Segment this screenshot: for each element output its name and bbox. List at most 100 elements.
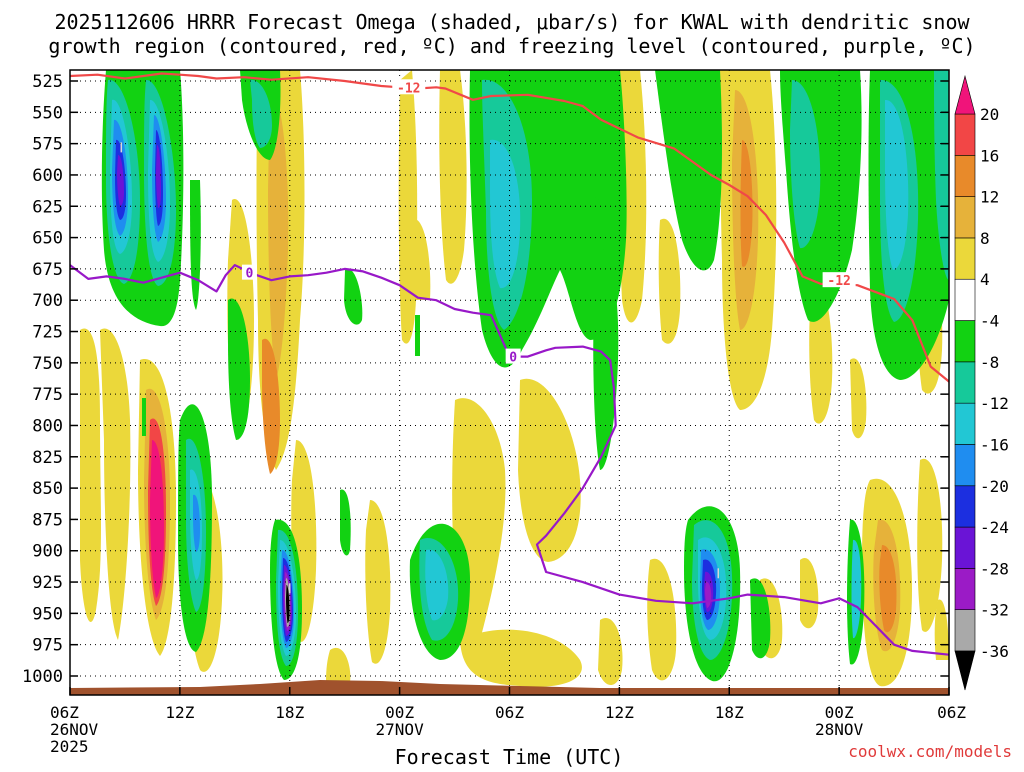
omega-region bbox=[618, 70, 647, 323]
colorbar-bin bbox=[954, 237, 976, 280]
y-tick-label: 775 bbox=[32, 385, 63, 405]
omega-region bbox=[250, 79, 272, 148]
y-tick-label: 675 bbox=[32, 260, 63, 280]
colorbar-label: -16 bbox=[980, 435, 1009, 454]
colorbar-bin bbox=[954, 444, 976, 487]
contour-label-bg bbox=[822, 272, 856, 288]
colorbar-label: -20 bbox=[980, 477, 1009, 496]
omega-region bbox=[885, 99, 909, 270]
colorbar-bin bbox=[954, 568, 976, 610]
x-tick-label: 12Z bbox=[165, 703, 194, 722]
omega-region bbox=[193, 494, 200, 552]
y-tick-label: 725 bbox=[32, 323, 63, 343]
colorbar-bin bbox=[954, 113, 976, 156]
omega-region bbox=[156, 145, 161, 208]
omega-region bbox=[850, 358, 867, 439]
colorbar-label: -12 bbox=[980, 394, 1009, 413]
omega-region bbox=[647, 558, 677, 681]
omega-region bbox=[598, 618, 623, 685]
omega-region bbox=[518, 378, 581, 562]
colorbar-label: -36 bbox=[980, 642, 1009, 661]
contour-labels: -12 -12 0 0 bbox=[241, 79, 856, 366]
omega-extreme-markers bbox=[120, 142, 720, 594]
contour-label-bg bbox=[241, 264, 257, 280]
colorbar-bin bbox=[954, 609, 976, 652]
omega-region bbox=[398, 70, 418, 344]
x-tick-label: 18Z bbox=[275, 703, 304, 722]
x-tick-label: 28NOV bbox=[815, 720, 864, 739]
colorbar-label: -32 bbox=[980, 601, 1009, 620]
x-tick-label: 2025 bbox=[50, 737, 89, 756]
chart-title-line2: growth region (contoured, red, ºC) and f… bbox=[48, 34, 975, 58]
colorbar-bin bbox=[954, 278, 976, 321]
omega-region bbox=[425, 549, 449, 621]
omega-region bbox=[740, 140, 753, 267]
omega-region bbox=[879, 545, 897, 633]
contour-label: -12 bbox=[827, 274, 850, 289]
colorbar-label: 20 bbox=[980, 105, 999, 124]
y-tick-label: 550 bbox=[32, 103, 63, 123]
y-tick-label: 625 bbox=[32, 197, 63, 217]
omega-region bbox=[790, 80, 821, 249]
omega-region bbox=[658, 218, 681, 344]
omega-region bbox=[340, 489, 351, 556]
y-tick-label: 875 bbox=[32, 510, 63, 530]
omega-region bbox=[268, 90, 289, 380]
y-tick-label: 950 bbox=[32, 604, 63, 624]
y-tick-label: 525 bbox=[32, 72, 63, 92]
colorbar-high-triangle bbox=[954, 74, 976, 115]
x-tick-label: 18Z bbox=[715, 703, 744, 722]
x-tick-label: 00Z bbox=[385, 703, 414, 722]
x-axis-label: Forecast Time (UTC) bbox=[395, 745, 624, 768]
omega-region bbox=[228, 298, 250, 440]
colorbar-label: 8 bbox=[980, 229, 990, 248]
y-tick-label: 900 bbox=[32, 542, 63, 562]
omega-region bbox=[415, 315, 420, 356]
colorbar-label: 4 bbox=[980, 270, 990, 289]
omega-region bbox=[851, 539, 862, 639]
omega-region bbox=[80, 328, 101, 622]
omega-region bbox=[286, 585, 290, 623]
y-tick-label: 850 bbox=[32, 479, 63, 499]
y-tick-label: 650 bbox=[32, 229, 63, 249]
colorbar-low-triangle bbox=[954, 650, 976, 691]
colorbar-label: -28 bbox=[980, 559, 1009, 578]
chart-title-line1: 2025112606 HRRR Forecast Omega (shaded, … bbox=[54, 10, 970, 34]
omega-region bbox=[100, 328, 131, 640]
omega-region bbox=[750, 578, 771, 659]
omega-region bbox=[490, 139, 521, 289]
contour-line-1 bbox=[70, 264, 949, 656]
y-tick-label: 750 bbox=[32, 354, 63, 374]
omega-region bbox=[460, 629, 582, 687]
colorbar-bin bbox=[954, 196, 976, 239]
y-tick-label: 975 bbox=[32, 636, 63, 656]
omega-region bbox=[593, 248, 619, 470]
colorbar-label: -24 bbox=[980, 518, 1009, 537]
contour-label: -12 bbox=[397, 81, 420, 96]
colorbar-label: -8 bbox=[980, 353, 999, 372]
x-tick-label: 06Z bbox=[50, 703, 79, 722]
colorbar-bin bbox=[954, 485, 976, 528]
y-tick-label: 575 bbox=[32, 135, 63, 155]
temperature-contours bbox=[70, 72, 949, 656]
colorbar-bin bbox=[954, 361, 976, 404]
contour-label: 0 bbox=[246, 267, 254, 282]
omega-region bbox=[917, 458, 943, 632]
omega-region bbox=[326, 647, 351, 682]
y-tick-label: 925 bbox=[32, 573, 63, 593]
colorbar-bin bbox=[954, 402, 976, 445]
y-tick-label: 700 bbox=[32, 291, 63, 311]
contour-label-bg bbox=[505, 348, 521, 364]
x-tick-label: 06Z bbox=[937, 703, 966, 722]
y-tick-label: 1000 bbox=[22, 667, 63, 687]
omega-region bbox=[439, 70, 467, 284]
omega-region bbox=[262, 338, 280, 474]
omega-region bbox=[344, 268, 363, 325]
colorbar-bin bbox=[954, 155, 976, 197]
omega-region bbox=[117, 154, 124, 206]
omega-region bbox=[365, 500, 391, 664]
colorbar-bin bbox=[954, 320, 976, 363]
y-tick-label: 825 bbox=[32, 448, 63, 468]
omega-region bbox=[800, 558, 819, 629]
